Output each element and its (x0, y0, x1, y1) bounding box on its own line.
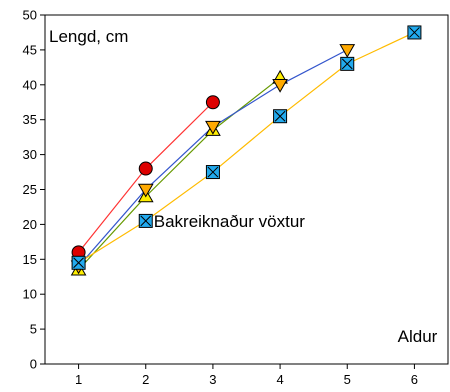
point-square-cross (341, 58, 353, 70)
point-square-cross (140, 215, 152, 227)
point-square-cross (207, 166, 219, 178)
y-tick-label: 0 (30, 357, 37, 372)
series-markers-4 (71, 25, 422, 270)
y-tick-label: 5 (30, 322, 37, 337)
y-tick-label: 50 (23, 8, 37, 23)
point-square-cross (409, 27, 420, 38)
y-tick-label: 10 (23, 287, 37, 302)
point-triangle-down (205, 120, 221, 135)
point-triangle-down (272, 79, 288, 93)
y-tick-label: 25 (23, 182, 37, 197)
x-tick-label: 5 (344, 372, 351, 387)
series-line-4 (78, 31, 415, 264)
point-circle (138, 161, 153, 176)
point-triangle-down (339, 44, 356, 58)
x-tick-label: 1 (75, 372, 82, 387)
y-tick-label: 15 (23, 252, 37, 267)
x-tick-label: 3 (209, 372, 216, 387)
plot-frame (44, 14, 449, 365)
series-line-3 (78, 49, 348, 267)
y-tick-label: 35 (23, 112, 37, 127)
y-axis-title: Lengd, cm (49, 27, 128, 46)
legend-label: Bakreiknaður vöxtur (154, 212, 306, 231)
point-square-cross (274, 110, 286, 122)
x-tick-label: 2 (142, 372, 149, 387)
series-markers-2 (70, 69, 288, 276)
x-tick-label: 4 (276, 372, 283, 387)
y-tick-label: 30 (23, 147, 37, 162)
chart-series (70, 25, 422, 276)
series-markers-1 (71, 95, 220, 260)
series-markers-3 (70, 44, 356, 275)
point-triangle-down (137, 183, 154, 198)
point-square-cross (73, 257, 84, 269)
x-axis-title: Aldur (398, 327, 438, 346)
point-circle (205, 95, 220, 110)
series-line-2 (78, 77, 281, 271)
x-tick-label: 6 (411, 372, 418, 387)
y-tick-label: 20 (23, 217, 37, 232)
y-tick-label: 40 (23, 77, 37, 92)
y-tick-label: 45 (23, 42, 37, 57)
